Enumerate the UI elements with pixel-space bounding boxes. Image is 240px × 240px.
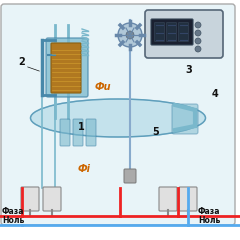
- FancyBboxPatch shape: [86, 119, 96, 146]
- FancyBboxPatch shape: [46, 38, 88, 97]
- Text: Фu: Фu: [95, 82, 112, 92]
- FancyBboxPatch shape: [51, 43, 81, 93]
- FancyBboxPatch shape: [159, 187, 177, 211]
- Text: Фi: Фi: [78, 164, 91, 174]
- Text: 4: 4: [212, 89, 219, 99]
- FancyBboxPatch shape: [155, 23, 164, 42]
- Text: 2: 2: [18, 57, 25, 67]
- Circle shape: [195, 46, 201, 52]
- Text: 3: 3: [185, 65, 192, 75]
- FancyBboxPatch shape: [145, 10, 223, 58]
- Text: Фаза: Фаза: [2, 207, 24, 216]
- FancyBboxPatch shape: [172, 104, 198, 134]
- FancyBboxPatch shape: [43, 187, 61, 211]
- Text: 1: 1: [78, 122, 85, 132]
- Text: Фаза: Фаза: [198, 207, 221, 216]
- Text: 5: 5: [152, 127, 159, 137]
- FancyBboxPatch shape: [179, 23, 188, 42]
- Circle shape: [195, 30, 201, 36]
- Circle shape: [118, 23, 142, 47]
- FancyBboxPatch shape: [151, 19, 193, 45]
- Circle shape: [126, 31, 134, 39]
- FancyBboxPatch shape: [21, 187, 39, 211]
- Circle shape: [195, 38, 201, 44]
- FancyBboxPatch shape: [60, 119, 70, 146]
- Text: Ноль: Ноль: [198, 216, 220, 225]
- Ellipse shape: [30, 99, 205, 137]
- FancyBboxPatch shape: [73, 119, 83, 146]
- FancyBboxPatch shape: [179, 187, 197, 211]
- Circle shape: [195, 22, 201, 28]
- Text: Ноль: Ноль: [2, 216, 24, 225]
- FancyBboxPatch shape: [167, 23, 176, 42]
- FancyBboxPatch shape: [1, 4, 235, 225]
- FancyBboxPatch shape: [124, 169, 136, 183]
